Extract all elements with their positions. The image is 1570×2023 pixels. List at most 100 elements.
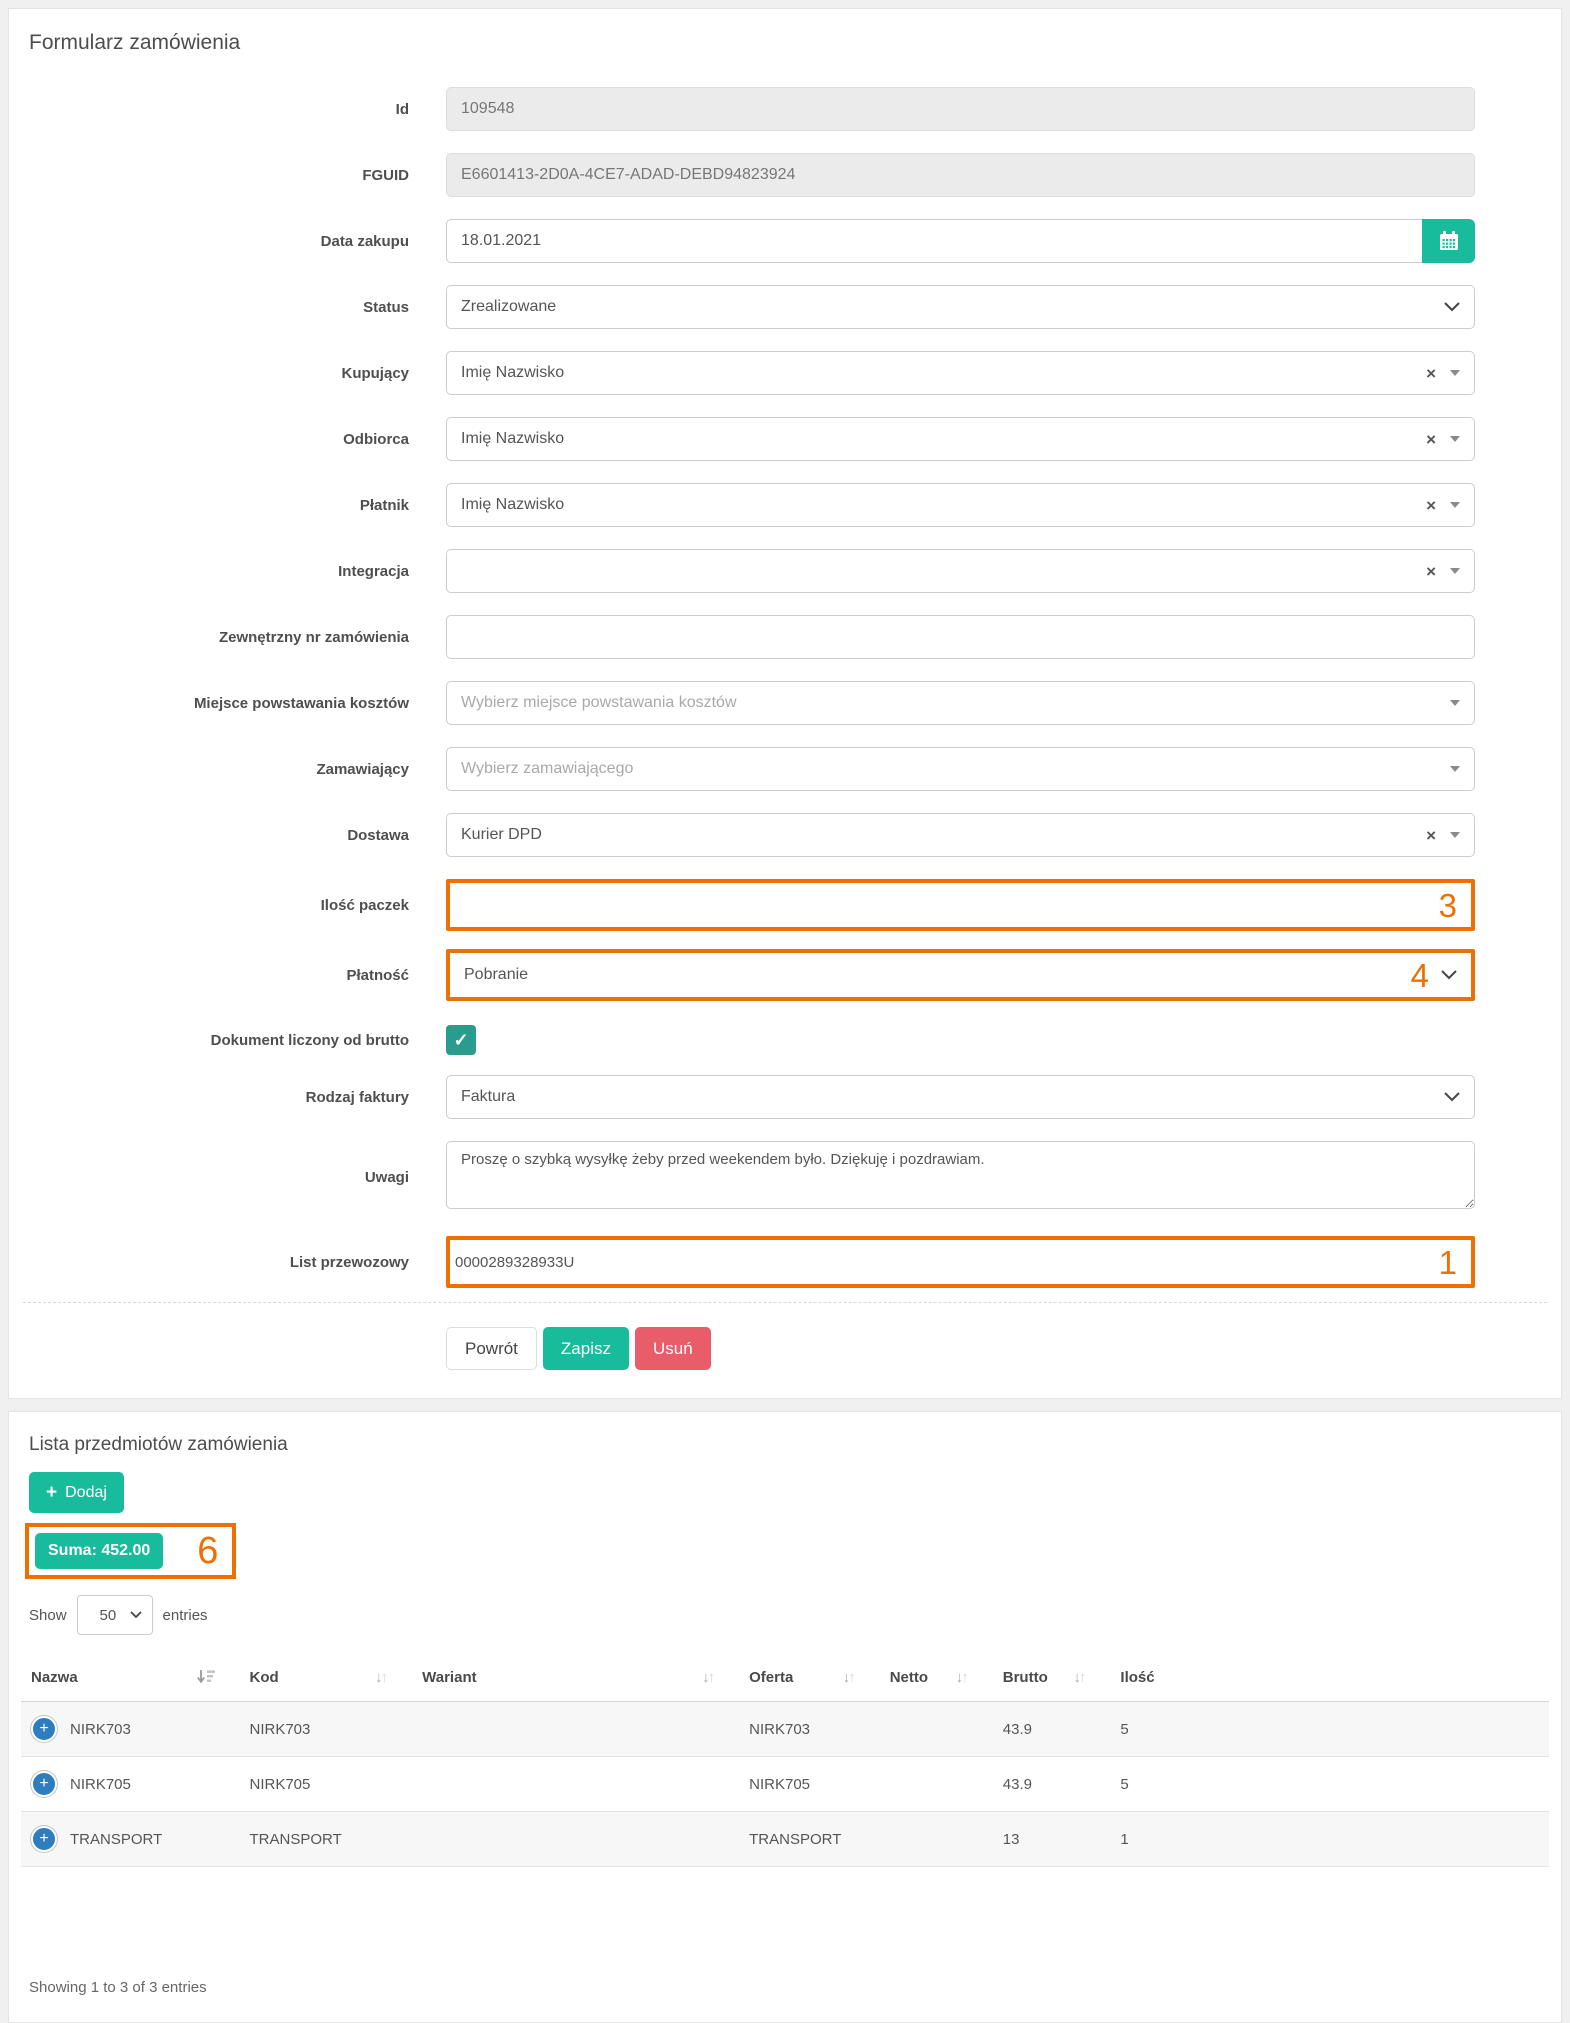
zamawiajacy-select[interactable]: Wybierz zamawiającego bbox=[446, 747, 1475, 791]
form-row-odbiorca: Odbiorca Imię Nazwisko × bbox=[9, 417, 1561, 461]
integracja-select[interactable]: × bbox=[446, 549, 1475, 593]
clear-icon[interactable]: × bbox=[1426, 495, 1436, 515]
list-przewozowy-input[interactable]: 0000289328933U bbox=[455, 1253, 575, 1271]
dokument-brutto-label: Dokument liczony od brutto bbox=[210, 1031, 409, 1049]
expand-row-icon[interactable]: + bbox=[31, 1771, 57, 1797]
clear-icon[interactable]: × bbox=[1426, 825, 1436, 845]
caret-down-icon bbox=[1450, 568, 1460, 574]
form-row-zewnetrzny-nr: Zewnętrzny nr zamówienia bbox=[9, 615, 1561, 659]
integracja-label: Integracja bbox=[338, 562, 409, 580]
chevron-down-icon bbox=[129, 1611, 142, 1619]
suma-annotated-box: Suma: 452.00 6 bbox=[25, 1523, 237, 1579]
dostawa-select[interactable]: Kurier DPD × bbox=[446, 813, 1475, 857]
caret-down-icon bbox=[1450, 766, 1460, 772]
rodzaj-faktury-label: Rodzaj faktury bbox=[305, 1088, 409, 1106]
platnik-label: Płatnik bbox=[359, 496, 409, 514]
form-row-dokument-brutto: Dokument liczony od brutto ✓ bbox=[9, 1025, 1561, 1055]
entries-label: entries bbox=[162, 1606, 208, 1624]
form-row-dostawa: Dostawa Kurier DPD × bbox=[9, 813, 1561, 857]
form-row-data-zakupu: Data zakupu 18.01.2021 bbox=[9, 219, 1561, 263]
save-button[interactable]: Zapisz bbox=[542, 1327, 629, 1370]
page-length-select[interactable]: 50 bbox=[76, 1595, 153, 1635]
data-zakupu-input[interactable]: 18.01.2021 bbox=[446, 219, 1422, 263]
dostawa-label: Dostawa bbox=[347, 826, 409, 844]
sort-amount-icon bbox=[195, 1667, 216, 1687]
form-row-platnik: Płatnik Imię Nazwisko × bbox=[9, 483, 1561, 527]
back-button[interactable]: Powrót bbox=[446, 1327, 537, 1370]
ilosc-paczek-label: Ilość paczek bbox=[320, 896, 409, 914]
odbiorca-select[interactable]: Imię Nazwisko × bbox=[446, 417, 1475, 461]
form-row-ilosc-paczek: Ilość paczek 3 bbox=[9, 879, 1561, 931]
dokument-brutto-checkbox[interactable]: ✓ bbox=[446, 1025, 476, 1055]
sort-both-icon: ↓ ↑ bbox=[955, 1668, 969, 1686]
form-row-integracja: Integracja × bbox=[9, 549, 1561, 593]
add-item-button[interactable]: + Dodaj bbox=[29, 1472, 124, 1513]
platnosc-label: Płatność bbox=[346, 966, 409, 984]
id-field: 109548 bbox=[446, 87, 1475, 131]
plus-icon: + bbox=[46, 1482, 58, 1503]
uwagi-textarea[interactable]: Proszę o szybką wysyłkę żeby przed weeke… bbox=[446, 1141, 1475, 1209]
clear-icon[interactable]: × bbox=[1426, 429, 1436, 449]
zewnetrzny-nr-label: Zewnętrzny nr zamówienia bbox=[218, 628, 409, 646]
column-header-brutto[interactable]: Brutto ↓ ↑ bbox=[992, 1655, 1111, 1702]
sort-both-icon: ↓ ↑ bbox=[842, 1668, 856, 1686]
column-header-ilosc[interactable]: Ilość bbox=[1110, 1655, 1549, 1702]
form-buttons: Powrót Zapisz Usuń bbox=[446, 1327, 1561, 1370]
column-header-netto[interactable]: Netto ↓ ↑ bbox=[879, 1655, 993, 1702]
platnosc-annotated-box: Pobranie 4 bbox=[446, 949, 1475, 1001]
form-title: Formularz zamówienia bbox=[29, 31, 241, 54]
mpk-select[interactable]: Wybierz miejsce powstawania kosztów bbox=[446, 681, 1475, 725]
table-row: + TRANSPORT TRANSPORT TRANSPORT 13 1 bbox=[21, 1811, 1549, 1867]
platnosc-select[interactable]: Pobranie bbox=[464, 966, 529, 983]
annotation-number: 6 bbox=[197, 1530, 219, 1572]
calendar-button[interactable] bbox=[1422, 219, 1475, 263]
column-header-oferta[interactable]: Oferta ↓ ↑ bbox=[739, 1655, 880, 1702]
column-header-wariant[interactable]: Wariant ↓ ↑ bbox=[412, 1655, 740, 1702]
ilosc-paczek-annotated-box: 3 bbox=[446, 879, 1475, 931]
caret-down-icon bbox=[1450, 436, 1460, 442]
form-row-kupujacy: Kupujący Imię Nazwisko × bbox=[9, 351, 1561, 395]
form-row-fguid: FGUID E6601413-2D0A-4CE7-ADAD-DEBD948239… bbox=[9, 153, 1561, 197]
caret-down-icon bbox=[1450, 700, 1460, 706]
expand-row-icon[interactable]: + bbox=[31, 1826, 57, 1852]
clear-icon[interactable]: × bbox=[1426, 363, 1436, 383]
sort-both-icon: ↓ ↑ bbox=[1073, 1668, 1087, 1686]
kupujacy-select[interactable]: Imię Nazwisko × bbox=[446, 351, 1475, 395]
order-form-card: Formularz zamówienia Id 109548 FGUID E66… bbox=[8, 8, 1562, 1399]
clear-icon[interactable]: × bbox=[1426, 561, 1436, 581]
mpk-label: Miejsce powstawania kosztów bbox=[193, 694, 409, 712]
calendar-icon bbox=[1438, 230, 1460, 252]
status-select[interactable]: Zrealizowane bbox=[446, 285, 1475, 329]
caret-down-icon bbox=[1450, 832, 1460, 838]
show-label: Show bbox=[29, 1606, 67, 1624]
form-row-rodzaj-faktury: Rodzaj faktury Faktura bbox=[9, 1075, 1561, 1119]
sort-both-icon: ↓ ↑ bbox=[375, 1668, 389, 1686]
platnik-select[interactable]: Imię Nazwisko × bbox=[446, 483, 1475, 527]
form-row-list-przewozowy: List przewozowy 0000289328933U 1 bbox=[9, 1236, 1561, 1288]
table-header-row: Nazwa Kod ↓ ↑ bbox=[21, 1655, 1549, 1702]
table-info: Showing 1 to 3 of 3 entries bbox=[29, 1979, 207, 1996]
id-label: Id bbox=[395, 100, 409, 118]
form-divider bbox=[23, 1302, 1547, 1303]
kupujacy-label: Kupujący bbox=[341, 364, 409, 382]
delete-button[interactable]: Usuń bbox=[635, 1327, 711, 1370]
zewnetrzny-nr-input[interactable] bbox=[446, 615, 1475, 659]
table-row: + NIRK705 NIRK705 NIRK705 43.9 5 bbox=[21, 1756, 1549, 1812]
list-przewozowy-label: List przewozowy bbox=[289, 1253, 409, 1271]
items-title: Lista przedmiotów zamówienia bbox=[29, 1434, 288, 1455]
items-table: Nazwa Kod ↓ ↑ bbox=[21, 1655, 1549, 1867]
rodzaj-faktury-select[interactable]: Faktura bbox=[446, 1075, 1475, 1119]
form-row-platnosc: Płatność Pobranie 4 bbox=[9, 949, 1561, 1001]
annotation-number: 3 bbox=[1438, 886, 1457, 924]
expand-row-icon[interactable]: + bbox=[31, 1716, 57, 1742]
column-header-nazwa[interactable]: Nazwa bbox=[21, 1655, 240, 1702]
form-row-id: Id 109548 bbox=[9, 87, 1561, 131]
chevron-down-icon bbox=[1444, 302, 1460, 312]
form-row-uwagi: Uwagi Proszę o szybką wysyłkę żeby przed… bbox=[9, 1141, 1561, 1214]
zamawiajacy-label: Zamawiający bbox=[316, 760, 409, 778]
caret-down-icon bbox=[1450, 370, 1460, 376]
table-row: + NIRK703 NIRK703 NIRK703 43.9 5 bbox=[21, 1701, 1549, 1757]
sort-both-icon: ↓ ↑ bbox=[702, 1668, 716, 1686]
column-header-kod[interactable]: Kod ↓ ↑ bbox=[239, 1655, 413, 1702]
check-icon: ✓ bbox=[453, 1029, 469, 1050]
